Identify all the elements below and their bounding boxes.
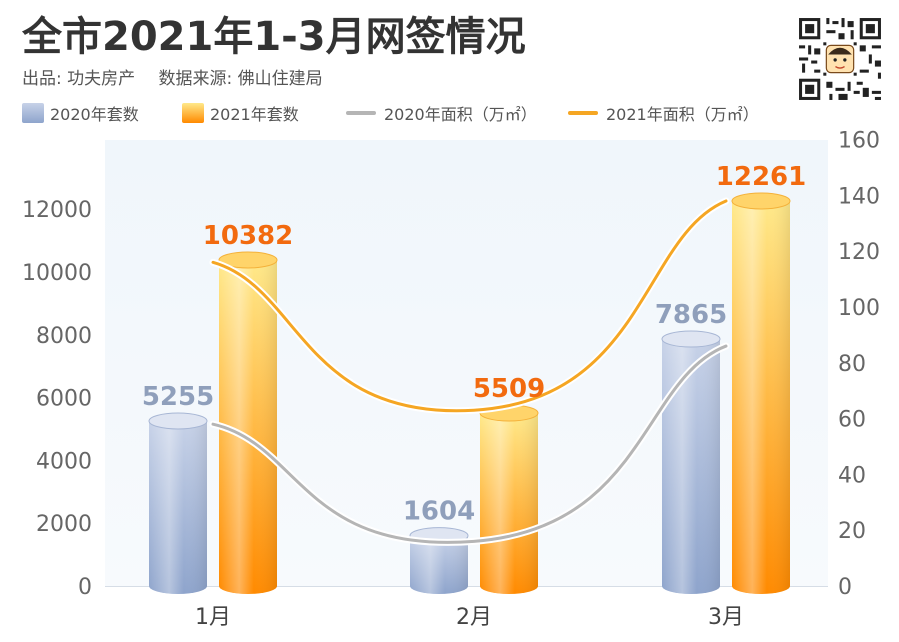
chart-legend: 2020年套数 2021年套数 2020年面积（万㎡） 2021年面积（万㎡）	[22, 100, 794, 126]
line-2020-area	[211, 344, 728, 544]
right-axis-tick-label: 140	[838, 184, 880, 209]
bar-2020-3-gloss	[662, 339, 720, 594]
left-axis-tick-label: 0	[78, 575, 92, 600]
left-axis-tick-label: 8000	[36, 324, 92, 349]
x-axis-category-label: 2月	[456, 605, 492, 630]
data-label-2021-2: 5509	[473, 374, 545, 404]
legend-swatch-2021-area	[568, 111, 598, 115]
bar-2020-3	[661, 330, 721, 594]
bar-2020-1	[148, 412, 208, 594]
legend-item-2020-count: 2020年套数	[22, 101, 182, 125]
x-axis-category-label: 1月	[195, 605, 231, 630]
left-axis-tick-label: 6000	[36, 387, 92, 412]
legend-swatch-2020-count	[22, 103, 44, 123]
legend-label-2020-count: 2020年套数	[50, 105, 139, 124]
legend-swatch-2021-count	[182, 103, 204, 123]
x-axis-category-label: 3月	[708, 605, 744, 630]
legend-label-2021-count: 2021年套数	[210, 105, 299, 124]
left-axis-tick-label: 4000	[36, 449, 92, 474]
legend-item-2020-area: 2020年面积（万㎡）	[346, 101, 568, 125]
bar-2020-2-gloss	[410, 535, 468, 594]
bar-2021-2-gloss	[480, 413, 538, 594]
legend-label-2020-area: 2020年面积（万㎡）	[384, 105, 537, 124]
publisher-credit: 出品: 功夫房产	[22, 69, 136, 89]
chart-plot: 0 2000 4000 6000 8000 10000 12000 0 20 40 60 80 100 1…	[22, 130, 880, 630]
left-axis-tick-label: 12000	[22, 198, 92, 223]
line-2021-area	[211, 199, 728, 413]
right-axis-tick-label: 20	[838, 519, 866, 544]
right-axis-tick-label: 160	[838, 130, 880, 154]
left-axis-tick-label: 2000	[36, 512, 92, 537]
legend-item-2021-area: 2021年面积（万㎡）	[568, 101, 794, 125]
legend-label-2021-area: 2021年面积（万㎡）	[606, 105, 759, 124]
right-axis-tick-label: 0	[838, 575, 852, 600]
bar-2021-1-gloss	[219, 260, 277, 594]
bar-2021-3	[731, 192, 791, 594]
chart-title: 全市2021年1-3月网签情况	[22, 14, 526, 60]
right-axis-tick-label: 80	[838, 352, 866, 377]
bar-2020-1-top	[148, 412, 208, 430]
bar-2021-2	[479, 404, 539, 594]
left-axis-tick-label: 10000	[22, 261, 92, 286]
data-label-2020-2: 1604	[403, 497, 475, 527]
source-credit: 数据来源: 佛山住建局	[158, 69, 323, 89]
bar-2021-1-top	[218, 251, 278, 269]
legend-item-2021-count: 2021年套数	[182, 101, 346, 125]
right-axis-tick-label: 120	[838, 240, 880, 265]
bar-2021-3-gloss	[732, 201, 790, 594]
bar-2020-3-top	[661, 330, 721, 348]
bar-2021-3-top	[731, 192, 791, 210]
data-label-2021-1: 10382	[203, 221, 293, 251]
qr-code-icon	[796, 15, 884, 103]
chart-credits: 出品: 功夫房产 数据来源: 佛山住建局	[22, 64, 341, 89]
legend-swatch-2020-area	[346, 111, 376, 115]
right-axis-tick-label: 60	[838, 408, 866, 433]
bar-2021-1	[218, 251, 278, 594]
data-label-2021-3: 12261	[716, 162, 806, 192]
bar-2020-1-gloss	[149, 420, 207, 594]
right-axis-tick-label: 100	[838, 296, 880, 321]
right-axis-tick-label: 40	[838, 463, 866, 488]
data-label-2020-1: 5255	[142, 382, 214, 412]
data-label-2020-3: 7865	[655, 300, 727, 330]
